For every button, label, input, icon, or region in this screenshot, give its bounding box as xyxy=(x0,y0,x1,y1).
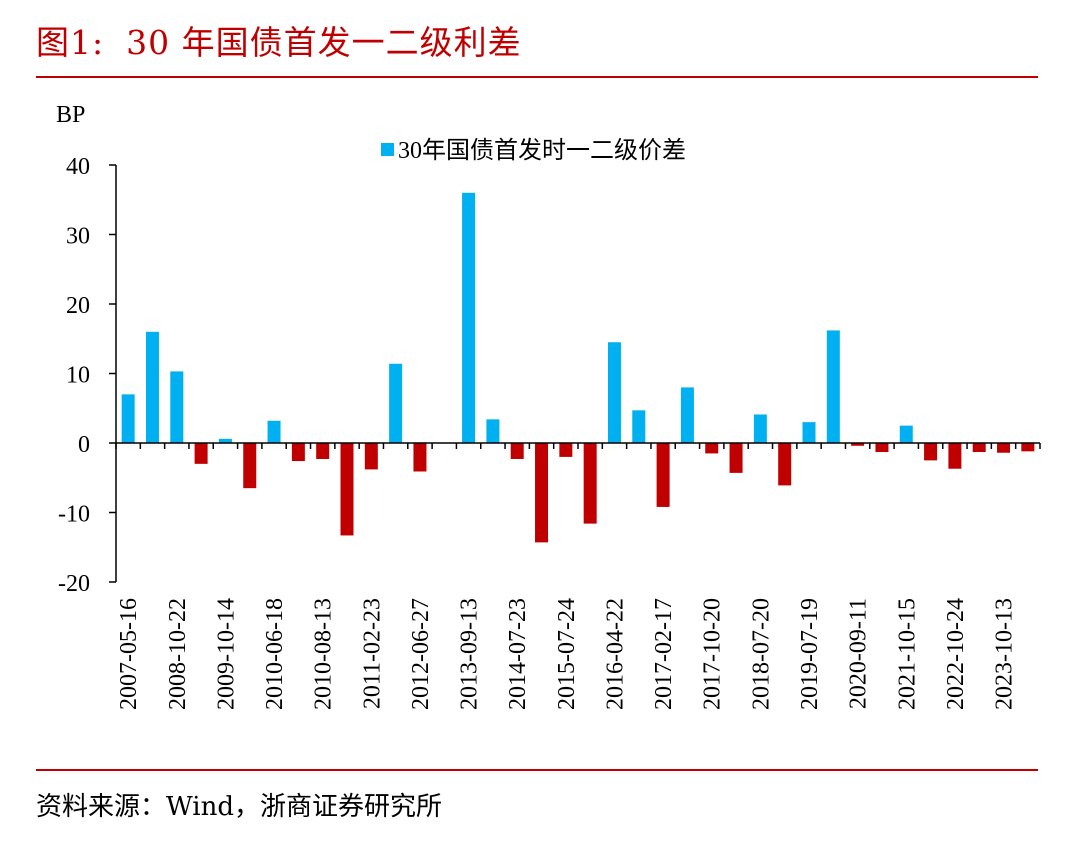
x-tick-label: 2023-10-13 xyxy=(992,598,1018,710)
plot-area: BP -20 -10 0 10 20 30 40 2007-05-16 2008-10-22 200… xyxy=(56,102,1041,710)
bar xyxy=(632,410,646,443)
x-tick-label: 2015-07-24 xyxy=(554,598,580,710)
bar xyxy=(972,443,986,453)
bar xyxy=(778,443,792,486)
bar xyxy=(729,443,743,473)
y-tick-label: 40 xyxy=(66,154,90,180)
bar xyxy=(243,443,257,489)
x-tick-label: 2014-07-23 xyxy=(505,598,531,710)
x-tick-label: 2010-08-13 xyxy=(311,598,337,710)
bar xyxy=(413,443,427,472)
x-tick-label: 2017-02-17 xyxy=(651,598,677,710)
bar xyxy=(316,443,330,459)
bar xyxy=(1021,443,1035,452)
figure-number: 图1: xyxy=(36,23,105,62)
x-tick-label: 2017-10-20 xyxy=(700,598,726,710)
bar xyxy=(194,443,208,464)
bar xyxy=(462,192,476,443)
x-tick-label: 2009-10-14 xyxy=(213,598,239,710)
bar xyxy=(753,414,767,443)
y-tick-label: 20 xyxy=(66,293,90,319)
bar xyxy=(875,443,889,453)
x-tick-label: 2008-10-22 xyxy=(165,598,191,710)
bar xyxy=(802,422,816,443)
bar xyxy=(997,443,1011,453)
x-tick-label: 2020-09-11 xyxy=(846,598,872,709)
bar xyxy=(680,387,694,443)
x-tick-label: 2016-04-22 xyxy=(602,598,628,710)
y-tick-label: 0 xyxy=(78,432,90,458)
bar xyxy=(170,371,184,443)
bar xyxy=(851,443,865,446)
bar xyxy=(510,443,524,459)
bar xyxy=(340,443,354,536)
y-tick-label: 10 xyxy=(66,363,90,389)
bar xyxy=(145,331,159,443)
y-tick-label: 30 xyxy=(66,224,90,250)
x-tick-label: 2019-07-19 xyxy=(797,598,823,710)
bar xyxy=(583,443,597,524)
bar xyxy=(607,342,621,443)
legend-label: 30年国债首发时一二级价差 xyxy=(398,137,686,164)
bar xyxy=(826,330,840,443)
y-axis-label: BP xyxy=(56,102,85,128)
bar xyxy=(389,363,403,443)
y-tick-label: -10 xyxy=(58,502,90,528)
bar xyxy=(121,394,135,443)
bar xyxy=(948,443,962,469)
bar xyxy=(924,443,938,461)
x-tick-label: 2013-09-13 xyxy=(457,598,483,710)
x-tick-label: 2011-02-23 xyxy=(359,598,385,709)
bar xyxy=(559,443,573,457)
bar xyxy=(535,443,549,543)
x-tick-label: 2018-07-20 xyxy=(748,598,774,710)
figure-title: 图1: 30 年国债首发一二级利差 xyxy=(36,16,522,64)
x-tick-label: 2022-10-24 xyxy=(943,598,969,710)
bar xyxy=(486,419,500,443)
bar xyxy=(899,425,913,444)
bar xyxy=(267,420,281,443)
x-tick-label: 2012-06-27 xyxy=(408,598,434,710)
source-divider xyxy=(36,769,1038,771)
bar xyxy=(656,443,670,507)
bar xyxy=(705,443,719,454)
y-tick-label: -20 xyxy=(58,571,90,597)
title-divider xyxy=(36,76,1038,78)
x-tick-label: 2010-06-18 xyxy=(262,598,288,710)
x-tick-label: 2007-05-16 xyxy=(116,598,142,710)
bar xyxy=(218,438,232,443)
x-tick-label: 2021-10-15 xyxy=(894,598,920,710)
legend-swatch xyxy=(381,143,394,156)
bar xyxy=(291,443,305,462)
figure-title-text: 30 年国债首发一二级利差 xyxy=(126,23,522,62)
bar xyxy=(364,443,378,470)
source-note: 资料来源：Wind，浙商证券研究所 xyxy=(36,792,442,822)
